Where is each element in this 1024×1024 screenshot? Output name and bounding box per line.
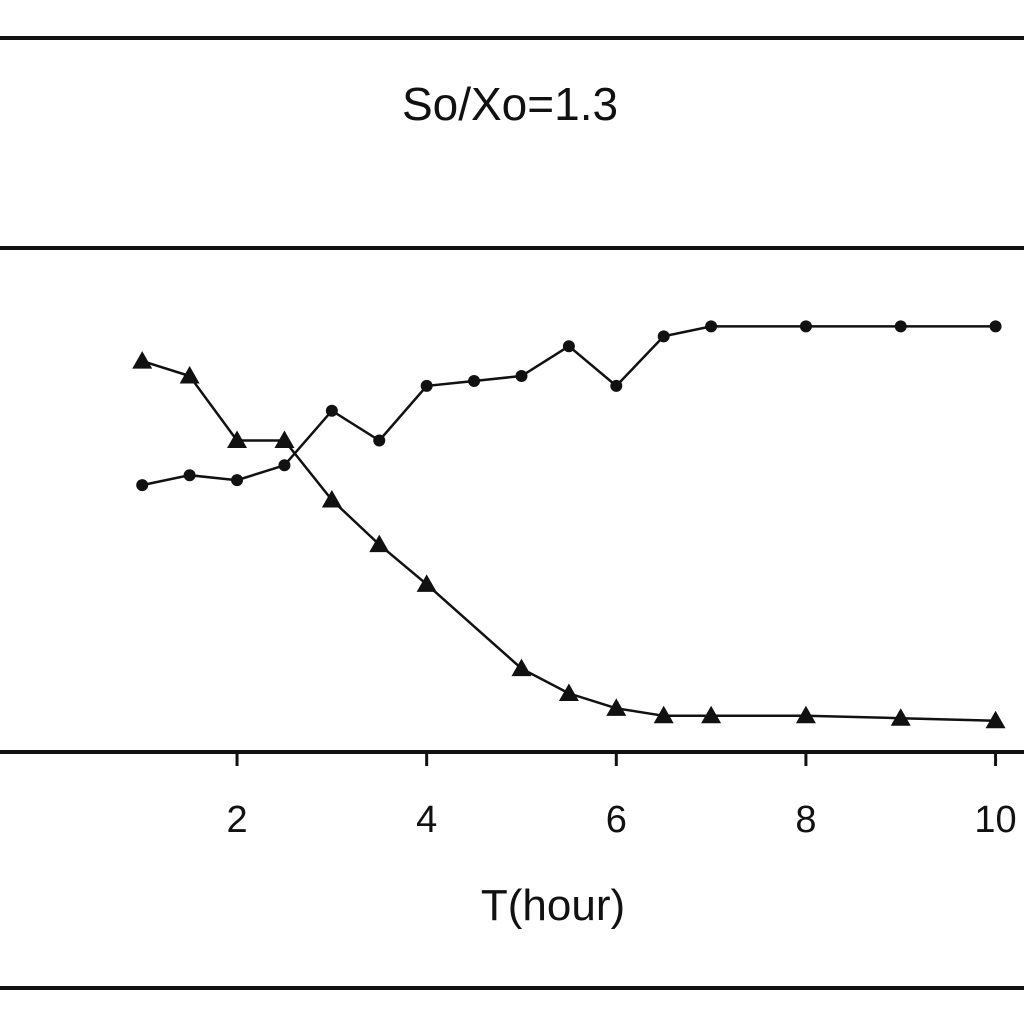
data-point [179,366,200,384]
chart-title: So/Xo=1.3 [402,78,618,130]
data-point [321,490,342,508]
data-point [705,320,718,333]
data-point [373,434,386,447]
x-axis-ticks: 2 4 6 8 10 [226,752,1017,841]
data-point [278,459,291,472]
data-point [606,698,627,716]
data-point [610,379,623,392]
data-point [369,534,390,553]
data-point [653,705,674,724]
data-point [985,710,1006,729]
data-point [274,430,295,448]
series-line [141,325,996,487]
series-layer [132,320,1006,729]
data-point [136,479,149,492]
data-point [989,320,1002,333]
data-point [894,320,907,333]
data-point [231,474,244,487]
x-tick-label: 4 [416,799,437,841]
series-triangle [132,351,1006,729]
data-point [227,430,248,448]
series-circle [136,320,1002,492]
data-point [799,320,812,333]
x-tick-label: 10 [974,799,1016,841]
data-point [657,330,670,343]
data-point [795,705,816,724]
x-tick-label: 8 [795,799,816,841]
data-point [515,370,528,382]
data-point [890,708,911,726]
x-tick-label: 6 [606,799,627,841]
data-point [132,351,153,369]
data-point [416,574,437,592]
data-point [468,374,481,387]
data-point [325,404,338,417]
x-tick-label: 2 [226,799,247,841]
data-point [562,340,575,353]
data-point [511,658,532,677]
data-point [701,705,722,724]
data-point [420,379,433,392]
data-point [558,683,579,701]
data-point [183,469,196,482]
x-axis-label: T(hour) [481,881,625,930]
